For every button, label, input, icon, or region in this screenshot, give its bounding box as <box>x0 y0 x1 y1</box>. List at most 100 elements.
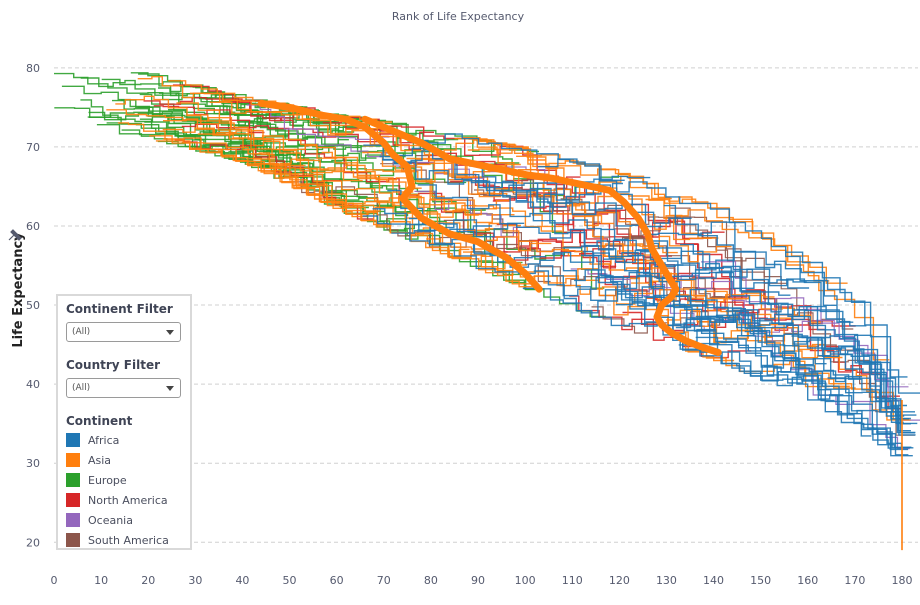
series-trace <box>475 180 854 323</box>
continent-filter-dropdown[interactable]: (All) <box>66 322 181 342</box>
x-tick-label: 70 <box>377 574 391 587</box>
series-trace <box>562 240 794 324</box>
series-trace <box>522 244 678 284</box>
series-trace <box>158 92 268 128</box>
legend: Africa Asia Europe North America Oceania Sout… <box>66 430 182 550</box>
series-trace <box>155 140 315 190</box>
chevron-down-icon <box>166 330 174 335</box>
legend-title: Continent <box>66 414 133 428</box>
pin-icon[interactable] <box>8 229 22 241</box>
series-trace <box>537 158 692 224</box>
series-trace <box>106 109 232 136</box>
series-trace <box>660 308 909 451</box>
series-trace <box>643 296 872 437</box>
x-tick-label: 0 <box>51 574 58 587</box>
country-filter-title: Country Filter <box>66 358 161 372</box>
x-tick-label: 50 <box>283 574 297 587</box>
legend-item[interactable]: Africa <box>66 430 182 450</box>
legend-label: Europe <box>88 473 127 487</box>
series-trace <box>162 127 521 232</box>
y-tick-label: 50 <box>26 299 40 312</box>
series-trace <box>766 303 905 417</box>
series-trace <box>552 253 827 374</box>
series-trace <box>603 258 915 413</box>
legend-swatch <box>66 493 80 507</box>
legend-swatch <box>66 433 80 447</box>
series-trace <box>296 167 459 258</box>
y-tick-label: 20 <box>26 536 40 549</box>
chevron-down-icon <box>166 386 174 391</box>
country-filter-value: (All) <box>72 383 91 393</box>
y-tick-label: 30 <box>26 457 40 470</box>
x-tick-label: 100 <box>515 574 536 587</box>
series-trace <box>695 336 863 383</box>
legend-item[interactable]: South America <box>66 530 182 550</box>
series-trace <box>591 273 856 327</box>
series-trace <box>121 99 236 126</box>
series-trace <box>680 243 911 432</box>
series-trace <box>80 99 309 147</box>
series-trace <box>137 75 502 198</box>
y-axis-label: Life Expectancy <box>11 232 26 348</box>
series-trace <box>248 157 527 276</box>
legend-item[interactable]: Europe <box>66 470 182 490</box>
x-tick-label: 150 <box>750 574 771 587</box>
series-trace <box>679 328 844 400</box>
series-trace <box>209 101 393 123</box>
legend-label: Oceania <box>88 513 133 527</box>
series-trace <box>391 219 525 238</box>
series-trace <box>484 228 850 388</box>
series-trace <box>176 102 363 182</box>
series-trace <box>451 236 552 252</box>
legend-item[interactable]: Oceania <box>66 510 182 530</box>
x-tick-label: 180 <box>892 574 913 587</box>
legend-label: Africa <box>88 433 120 447</box>
series-trace <box>678 344 909 456</box>
series-lines <box>54 72 920 551</box>
x-tick-label: 170 <box>844 574 865 587</box>
y-tick-label: 70 <box>26 141 40 154</box>
series-trace <box>737 339 918 425</box>
country-filter-dropdown[interactable]: (All) <box>66 378 181 398</box>
x-tick-label: 60 <box>330 574 344 587</box>
series-trace <box>163 116 483 237</box>
x-tick-label: 130 <box>656 574 677 587</box>
legend-swatch <box>66 453 80 467</box>
continent-filter-title: Continent Filter <box>66 302 173 316</box>
y-tick-label: 80 <box>26 62 40 75</box>
y-tick-labels: 20 30 40 50 60 70 80 <box>26 62 40 549</box>
y-tick-label: 40 <box>26 378 40 391</box>
series-trace <box>61 85 199 121</box>
x-tick-label: 80 <box>424 574 438 587</box>
legend-swatch <box>66 533 80 547</box>
series-trace <box>646 242 810 289</box>
legend-item[interactable]: North America <box>66 490 182 510</box>
series-trace <box>80 77 349 147</box>
x-tick-label: 90 <box>471 574 485 587</box>
series-trace <box>426 238 533 288</box>
legend-swatch <box>66 473 80 487</box>
series-trace <box>163 138 306 167</box>
x-tick-label: 140 <box>703 574 724 587</box>
x-tick-label: 160 <box>797 574 818 587</box>
series-trace <box>492 236 612 257</box>
highlighted-series-line <box>257 99 543 293</box>
legend-label: South America <box>88 533 169 547</box>
x-tick-label: 10 <box>94 574 108 587</box>
legend-item[interactable]: Asia <box>66 450 182 470</box>
series-trace <box>365 195 479 216</box>
series-trace <box>398 166 562 232</box>
legend-label: North America <box>88 493 168 507</box>
filter-legend-panel: Continent Filter (All) Country Filter (A… <box>56 294 192 550</box>
series-trace <box>168 80 546 162</box>
series-trace <box>174 139 342 183</box>
y-tick-label: 60 <box>26 220 40 233</box>
legend-swatch <box>66 513 80 527</box>
x-tick-label: 120 <box>609 574 630 587</box>
series-trace <box>227 143 525 284</box>
series-trace <box>600 228 791 296</box>
x-tick-label: 40 <box>235 574 249 587</box>
x-tick-label: 20 <box>141 574 155 587</box>
series-trace <box>372 208 493 232</box>
